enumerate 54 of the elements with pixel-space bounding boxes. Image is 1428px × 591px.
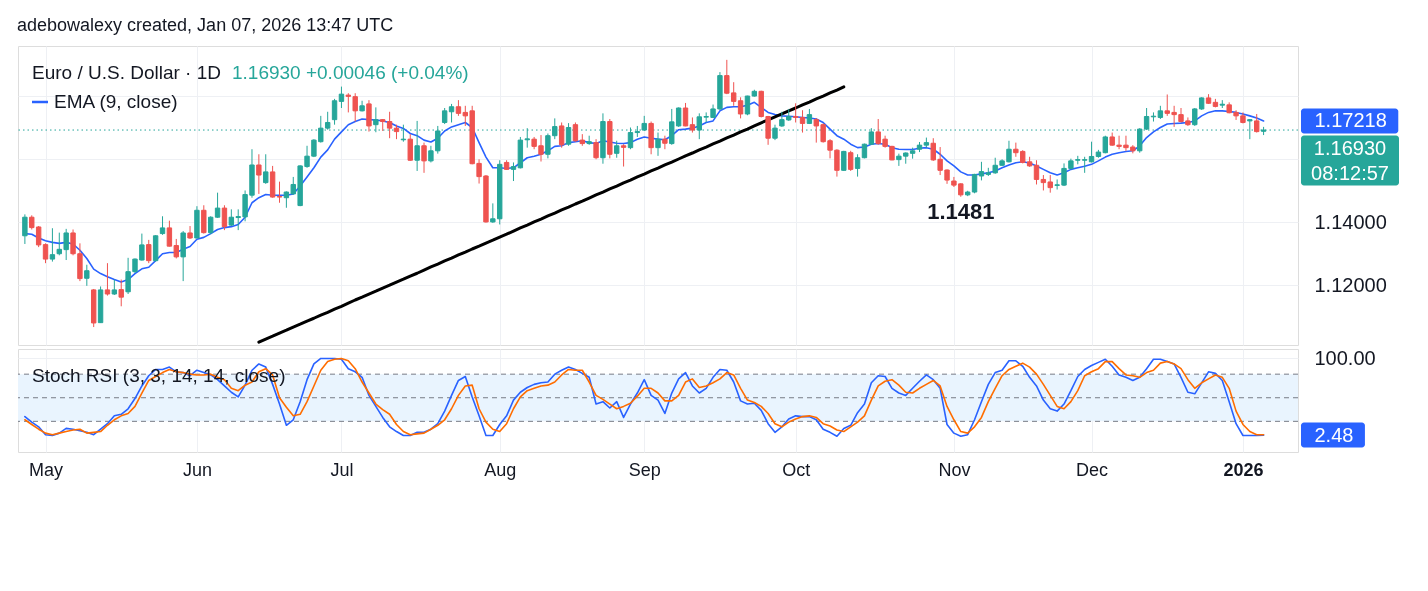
x-tick-label: Jul xyxy=(330,459,354,480)
candlestick xyxy=(799,109,806,134)
candlestick xyxy=(366,99,372,133)
candlestick xyxy=(407,133,413,162)
x-tick-label: Nov xyxy=(938,459,971,480)
candlestick xyxy=(84,264,90,287)
candlestick xyxy=(146,239,152,264)
x-tick-label: Jun xyxy=(182,459,212,480)
candlestick xyxy=(22,213,28,245)
candlestick xyxy=(201,204,207,235)
candlestick xyxy=(1033,159,1040,185)
candlestick xyxy=(620,143,627,168)
candlestick xyxy=(49,227,56,263)
candlestick xyxy=(662,135,668,150)
candlestick xyxy=(159,215,166,236)
line-series xyxy=(257,85,846,344)
text: 1.16930 +0.00046 (+0.04%) xyxy=(231,62,469,83)
y-tick-label: 100.00 xyxy=(1314,346,1376,369)
x-tick-label: Aug xyxy=(484,459,517,480)
candlestick xyxy=(558,121,565,149)
candlestick xyxy=(792,102,799,123)
candlestick xyxy=(847,150,854,172)
x-tick-label: Sep xyxy=(628,459,661,480)
y-tick-label: 1.17218 xyxy=(1314,109,1387,132)
candlestick xyxy=(263,153,269,185)
candlestick xyxy=(276,181,283,204)
candlestick xyxy=(42,242,49,264)
candlestick xyxy=(1254,113,1260,134)
y-tick-label: 1.14000 xyxy=(1314,210,1387,233)
candlestick xyxy=(256,153,262,195)
text: adebowalexy created, Jan 07, 2026 13:47 UTC xyxy=(17,14,394,35)
x-tick-label: Oct xyxy=(782,459,811,480)
candlestick xyxy=(104,262,111,297)
y-tick-label: 1.12000 xyxy=(1314,273,1387,296)
candlestick xyxy=(510,161,517,182)
candlestick xyxy=(187,225,193,240)
candlestick xyxy=(180,230,186,282)
legend-label: EMA (9, close) xyxy=(54,91,178,112)
candlestick xyxy=(221,204,228,231)
text: Euro / U.S. Dollar · 1D xyxy=(32,62,221,83)
candlestick xyxy=(338,86,345,109)
annotation: 1.1481 xyxy=(927,198,995,224)
x-tick-label: 2026 xyxy=(1223,459,1264,480)
candlestick xyxy=(118,279,124,307)
candlestick xyxy=(682,102,689,127)
x-tick-label: May xyxy=(29,459,64,480)
candlestick xyxy=(655,132,661,157)
candlestick xyxy=(854,153,861,178)
candlestick xyxy=(331,98,338,126)
candlestick xyxy=(593,138,599,160)
x-tick-label: Dec xyxy=(1076,459,1109,480)
y-tick-label: 2.48 xyxy=(1314,423,1354,446)
ref-line-label: 1.16930 08:12:57 xyxy=(1311,136,1389,184)
candlestick xyxy=(421,142,427,174)
